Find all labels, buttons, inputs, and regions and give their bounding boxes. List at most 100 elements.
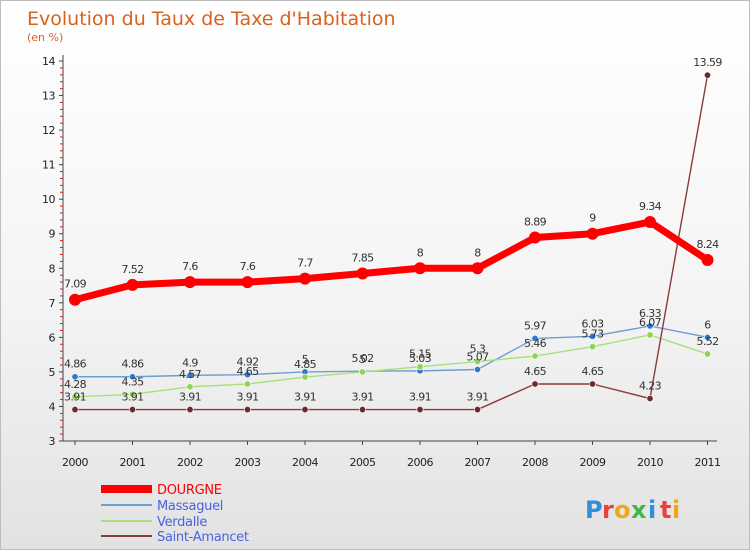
data-point — [69, 293, 81, 306]
data-point — [646, 395, 654, 403]
data-point — [529, 231, 541, 244]
data-point — [414, 262, 426, 275]
data-point — [71, 393, 79, 401]
data-label: 9.34 — [639, 200, 662, 213]
data-point — [358, 368, 366, 376]
data-label: 4.65 — [524, 365, 547, 378]
data-point — [703, 350, 711, 358]
data-point — [588, 343, 596, 351]
data-label: 3.91 — [179, 391, 201, 404]
legend-entry: DOURGNE — [157, 483, 222, 498]
data-label: 7.85 — [351, 251, 374, 264]
y-tick-label: 5 — [49, 366, 56, 379]
data-label: 4.65 — [581, 365, 604, 378]
data-point — [644, 215, 656, 228]
data-label: 5.73 — [581, 328, 604, 341]
data-point — [244, 380, 252, 388]
legend-entry: Massaguel — [157, 499, 223, 514]
data-label: 4.65 — [236, 365, 259, 378]
data-point — [184, 276, 196, 289]
data-label: 7.6 — [240, 260, 256, 273]
series-line — [74, 74, 709, 411]
y-tick-label: 11 — [42, 159, 55, 172]
data-label: 4.9 — [182, 356, 198, 369]
data-label: 4.28 — [64, 378, 87, 391]
data-label: 5.15 — [409, 348, 432, 361]
data-point — [416, 406, 424, 414]
y-tick-label: 8 — [49, 262, 56, 275]
data-label: 5.52 — [696, 335, 718, 348]
data-label: 5.3 — [470, 343, 486, 356]
data-point — [473, 406, 481, 414]
data-point — [473, 365, 481, 373]
x-tick-label: 2004 — [292, 456, 318, 469]
data-label: 4.86 — [121, 358, 144, 371]
x-tick-label: 2000 — [62, 456, 88, 469]
data-label: 7.52 — [121, 263, 143, 276]
y-tick-label: 6 — [49, 331, 56, 344]
data-point — [71, 406, 79, 414]
data-label: 7.09 — [64, 278, 87, 291]
data-point — [129, 390, 137, 398]
data-label: 5.97 — [524, 319, 547, 332]
data-point — [129, 373, 137, 381]
data-label: 7.6 — [182, 260, 198, 273]
data-point — [586, 227, 599, 240]
data-point — [356, 267, 369, 280]
x-tick-label: 2006 — [407, 456, 433, 469]
data-point — [301, 373, 309, 381]
brand-letter: r — [602, 496, 615, 524]
chart-subtitle: (en %) — [27, 31, 63, 44]
data-label: 6 — [704, 318, 711, 331]
data-label: 5 — [302, 353, 309, 366]
x-tick-label: 2008 — [522, 456, 548, 469]
data-point — [244, 371, 252, 379]
data-point — [126, 278, 139, 291]
x-tick-label: 2002 — [177, 456, 203, 469]
brand-letter: P — [585, 496, 604, 524]
x-tick-label: 2011 — [695, 456, 721, 469]
data-point — [531, 380, 539, 388]
chart-title: Evolution du Taux de Taxe d'Habitation — [27, 8, 396, 30]
data-label: 5.02 — [351, 352, 373, 365]
data-point — [186, 406, 194, 414]
data-point — [129, 406, 137, 414]
data-point — [416, 363, 424, 371]
data-label: 3.91 — [294, 391, 316, 404]
data-label: 3.91 — [466, 391, 488, 404]
y-tick-label: 10 — [42, 193, 55, 206]
data-point — [646, 331, 654, 339]
y-tick-label: 13 — [42, 90, 55, 103]
brand-letter: i — [672, 496, 681, 524]
data-point — [301, 406, 309, 414]
data-label: 4.35 — [121, 375, 144, 388]
y-tick-label: 14 — [42, 55, 55, 68]
data-label: 5 — [359, 353, 366, 366]
data-label: 4.57 — [179, 368, 202, 381]
data-label: 5.07 — [466, 350, 489, 363]
data-label: 5.03 — [409, 352, 432, 365]
data-label: 6.03 — [581, 317, 604, 330]
data-label: 8 — [417, 246, 424, 259]
data-label: 13.59 — [693, 56, 722, 69]
data-point — [531, 352, 539, 360]
y-tick-label: 9 — [49, 228, 56, 241]
data-point — [703, 333, 711, 341]
data-label: 4.92 — [236, 356, 258, 369]
data-label: 6.07 — [639, 316, 662, 329]
data-label: 4.86 — [64, 358, 87, 371]
data-label: 3.91 — [236, 391, 258, 404]
data-point — [703, 71, 711, 79]
x-tick-label: 2005 — [350, 456, 376, 469]
x-tick-label: 2003 — [235, 456, 261, 469]
data-point — [701, 253, 714, 266]
data-point — [71, 373, 79, 381]
data-label: 8.24 — [696, 238, 719, 251]
data-point — [241, 276, 254, 289]
series-line — [74, 325, 709, 378]
data-label: 4.23 — [639, 380, 662, 393]
brand-letter: t — [660, 496, 672, 524]
data-label: 8.89 — [524, 216, 547, 229]
